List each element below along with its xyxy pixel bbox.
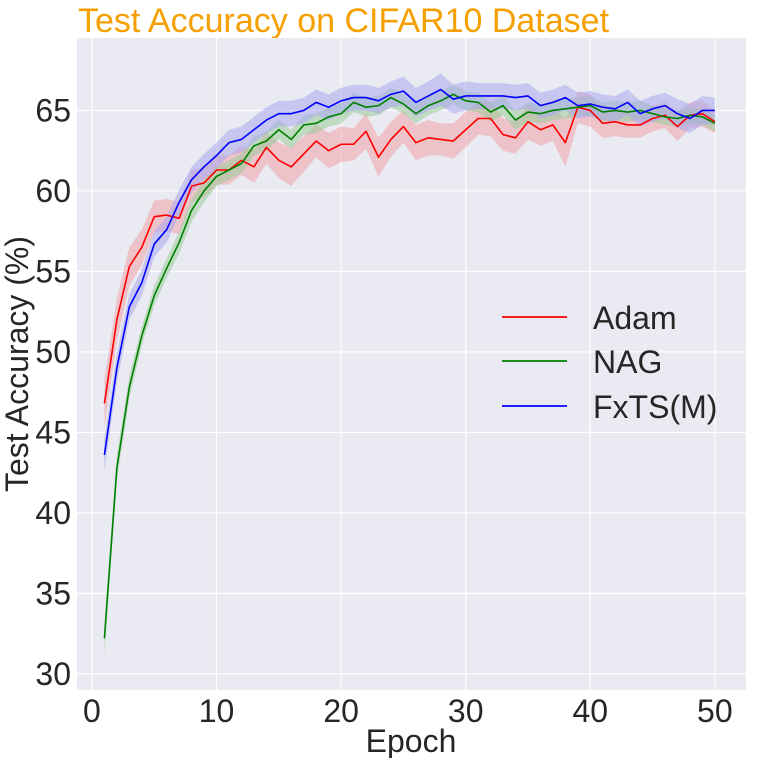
x-tick-label: 30 <box>448 693 484 729</box>
x-tick-label: 10 <box>199 693 235 729</box>
line-nag <box>103 93 716 639</box>
y-axis-label: Test Accuracy (%) <box>0 236 35 492</box>
y-tick-label: 50 <box>35 334 71 370</box>
series-lines <box>103 88 716 639</box>
y-tick-label: 35 <box>35 575 71 611</box>
line-fxts-m <box>103 88 715 456</box>
chart-title: Test Accuracy on CIFAR10 Dataset <box>78 2 610 40</box>
x-tick-label: 40 <box>572 693 608 729</box>
x-tick-label: 0 <box>83 693 101 729</box>
legend-label-adam: Adam <box>593 300 677 336</box>
x-axis-label: Epoch <box>366 723 457 758</box>
line-adam <box>103 106 716 404</box>
y-tick-label: 30 <box>35 656 71 692</box>
x-tick-label: 20 <box>323 693 359 729</box>
band-adam <box>104 91 715 428</box>
legend-label-fxts-m: FxTS(M) <box>593 389 717 425</box>
x-tick-labels: 0 10 20 30 40 50 <box>83 693 733 729</box>
y-tick-labels: 30 35 40 45 50 55 60 65 <box>35 92 71 691</box>
y-tick-label: 55 <box>35 253 71 289</box>
y-tick-label: 60 <box>35 173 71 209</box>
y-tick-label: 40 <box>35 495 71 531</box>
y-tick-label: 65 <box>35 92 71 128</box>
x-tick-label: 50 <box>697 693 733 729</box>
y-tick-label: 45 <box>35 414 71 450</box>
legend: Adam NAG FxTS(M) <box>502 300 717 425</box>
legend-label-nag: NAG <box>593 344 662 380</box>
